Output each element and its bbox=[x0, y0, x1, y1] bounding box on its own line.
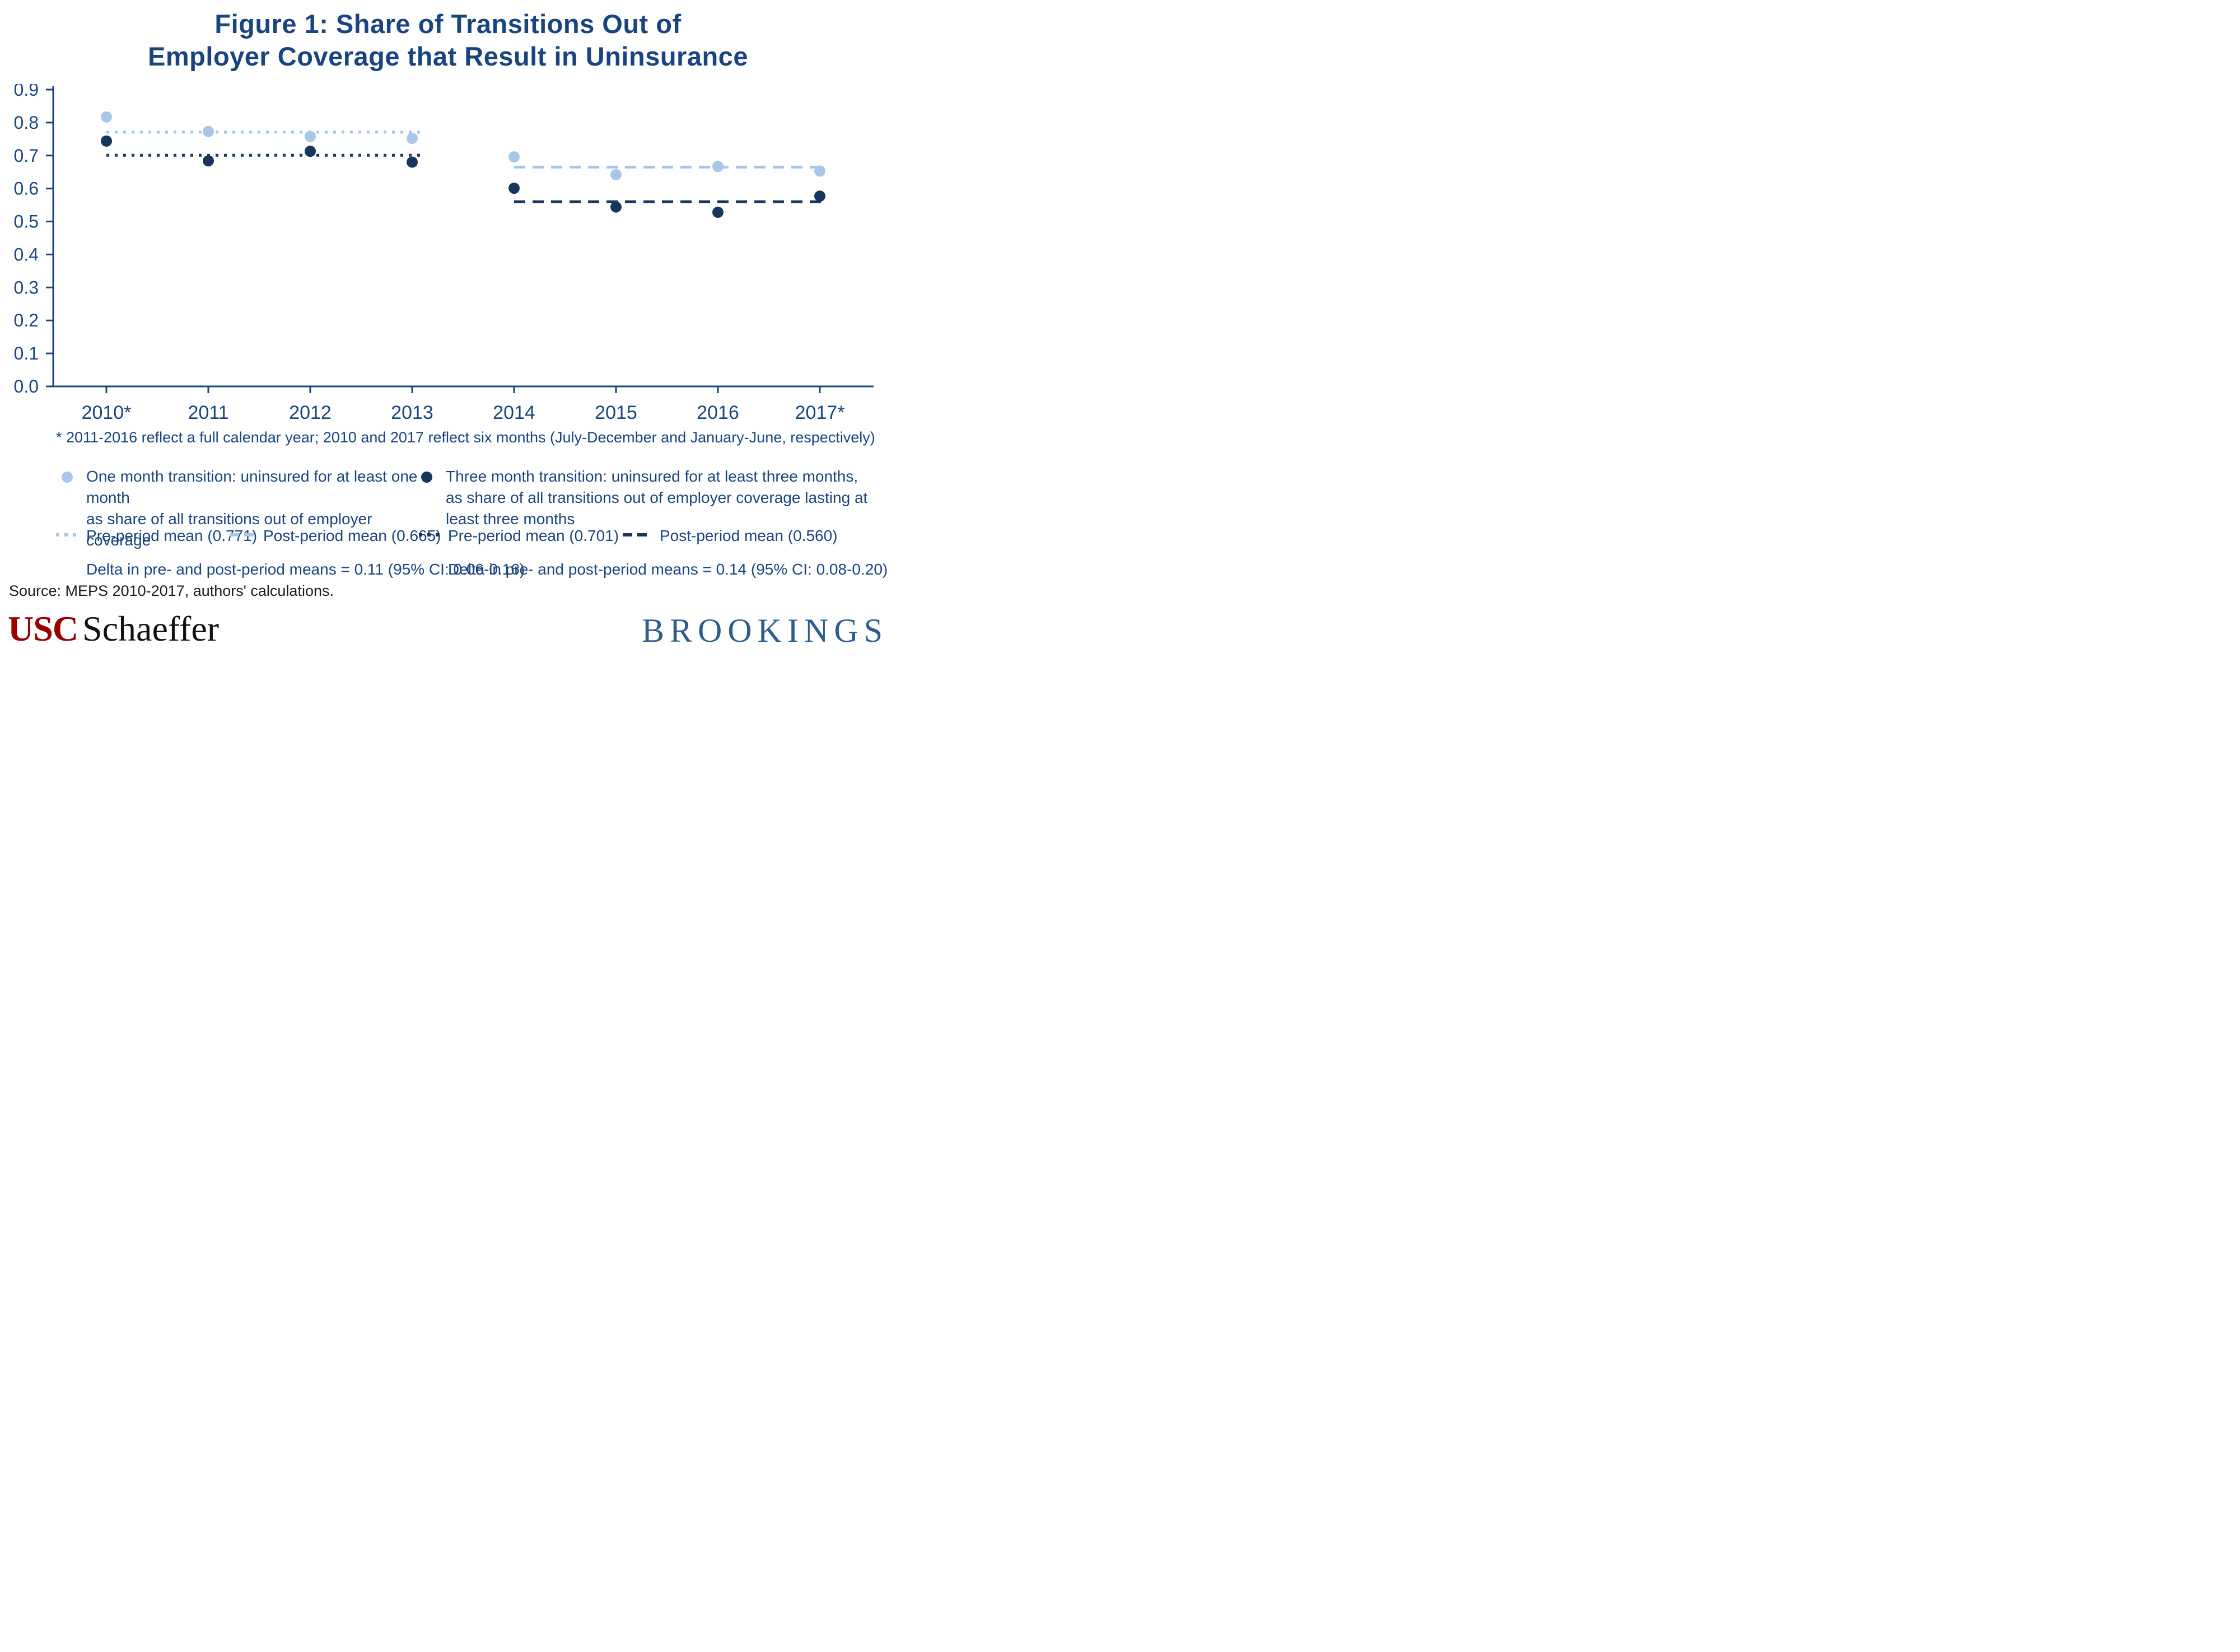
y-tick-label: 0.3 bbox=[14, 277, 39, 297]
y-tick-label: 0.1 bbox=[14, 343, 39, 363]
y-tick-label: 0.7 bbox=[14, 146, 39, 166]
legend-post-mean-light-line-icon bbox=[230, 533, 258, 536]
legend-one-month-line2: as share of all transitions out of emplo… bbox=[86, 510, 372, 549]
data-point bbox=[712, 207, 724, 218]
legend-three-month-line2: as share of all transitions out of emplo… bbox=[446, 489, 868, 528]
data-point bbox=[814, 165, 825, 177]
legend-pre-mean-dark-label: Pre-period mean (0.701) bbox=[448, 527, 619, 544]
x-tick-label: 2015 bbox=[595, 402, 637, 423]
data-point bbox=[203, 125, 214, 137]
legend-one-month: One month transition: uninsured for at l… bbox=[86, 466, 433, 551]
data-point bbox=[610, 169, 622, 180]
x-tick-label: 2016 bbox=[697, 402, 739, 423]
x-tick-label: 2012 bbox=[289, 402, 332, 423]
data-point bbox=[305, 146, 316, 157]
footnote: * 2011-2016 reflect a full calendar year… bbox=[56, 429, 875, 446]
y-tick-label: 0.9 bbox=[14, 84, 39, 100]
data-point bbox=[101, 111, 112, 123]
legend-one-month-dot-icon bbox=[62, 472, 73, 483]
figure-container: Figure 1: Share of Transitions Out of Em… bbox=[0, 0, 896, 661]
brookings-logo: BROOKINGS bbox=[641, 612, 888, 649]
y-tick-label: 0.6 bbox=[14, 179, 39, 199]
data-point bbox=[712, 161, 724, 172]
data-point bbox=[305, 130, 316, 142]
source-note: Source: MEPS 2010-2017, authors' calcula… bbox=[9, 582, 334, 599]
data-point bbox=[610, 201, 622, 213]
legend-one-month-line1: One month transition: uninsured for at l… bbox=[86, 468, 418, 506]
legend-post-mean-dark-line-icon bbox=[623, 533, 651, 536]
y-tick-label: 0.4 bbox=[14, 244, 39, 264]
legend-pre-mean-light-label: Pre-period mean (0.771) bbox=[86, 527, 258, 544]
data-point bbox=[101, 135, 112, 147]
schaeffer-logo-text: Schaeffer bbox=[82, 609, 220, 648]
data-point bbox=[407, 133, 418, 144]
y-tick-label: 0.8 bbox=[14, 113, 39, 133]
title-line-2: Employer Coverage that Result in Uninsur… bbox=[148, 41, 748, 71]
legend-three-month-dot-icon bbox=[421, 472, 432, 483]
legend-three-month-line1: Three month transition: uninsured for at… bbox=[446, 468, 858, 485]
legend-three-month: Three month transition: uninsured for at… bbox=[446, 466, 894, 530]
data-point bbox=[814, 190, 825, 202]
delta-three-month: Delta in pre- and post-period means = 0.… bbox=[448, 561, 888, 578]
x-tick-label: 2017* bbox=[795, 402, 845, 423]
x-tick-label: 2010* bbox=[82, 402, 132, 423]
page-title: Figure 1: Share of Transitions Out of Em… bbox=[0, 8, 896, 73]
scatter-chart: 0.0 0.1 0.2 0.3 0.4 0.5 0.6 0.7 0.8 0.9 2010* 2011 2… bbox=[14, 84, 874, 423]
usc-schaeffer-logo: USC Schaeffer bbox=[8, 609, 219, 648]
data-point bbox=[407, 156, 418, 168]
x-tick-label: 2014 bbox=[493, 402, 535, 423]
y-tick-label: 0.0 bbox=[14, 376, 39, 396]
legend-pre-mean-dark-line-icon bbox=[419, 533, 442, 536]
legend-post-mean-light-label: Post-period mean (0.665) bbox=[263, 527, 441, 544]
y-tick-label: 0.5 bbox=[14, 212, 39, 232]
delta-one-month: Delta in pre- and post-period means = 0.… bbox=[86, 561, 525, 578]
series-three-month-transition bbox=[101, 135, 825, 218]
usc-logo-text: USC bbox=[8, 609, 78, 648]
data-point bbox=[508, 151, 520, 163]
data-point bbox=[203, 155, 214, 167]
series-one-month-transition bbox=[101, 111, 825, 180]
legend-pre-mean-light-line-icon bbox=[56, 533, 80, 536]
legend-post-mean-dark-label: Post-period mean (0.560) bbox=[660, 527, 838, 544]
data-point bbox=[508, 183, 520, 194]
x-tick-label: 2011 bbox=[188, 402, 228, 423]
title-line-1: Figure 1: Share of Transitions Out of bbox=[214, 9, 682, 39]
y-tick-label: 0.2 bbox=[14, 310, 39, 330]
x-tick-label: 2013 bbox=[391, 402, 433, 423]
